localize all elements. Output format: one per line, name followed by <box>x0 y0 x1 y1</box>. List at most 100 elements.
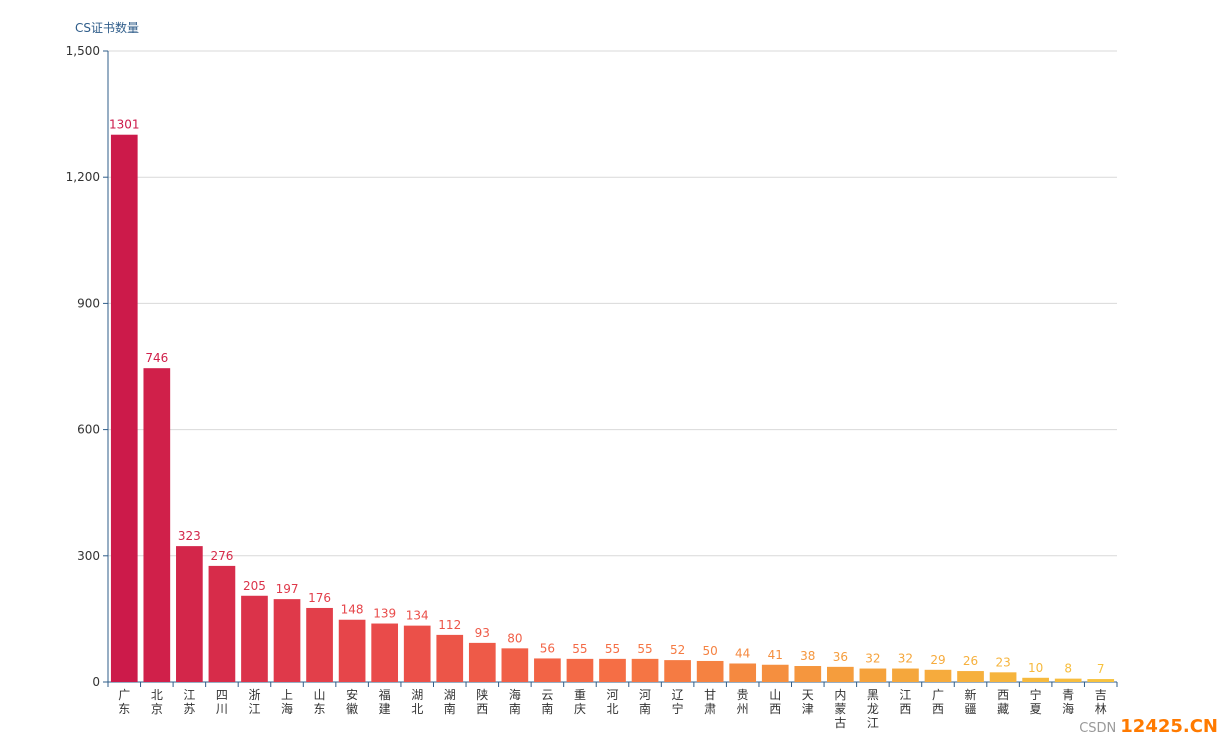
watermark-site: 12425.CN <box>1120 716 1218 737</box>
y-tick-label: 900 <box>77 296 100 310</box>
bars <box>110 134 1115 683</box>
x-tick-label: 新疆 <box>965 687 977 716</box>
data-label: 176 <box>308 591 331 605</box>
x-tick-label: 河北 <box>606 688 618 716</box>
bar <box>306 607 333 682</box>
data-label: 56 <box>540 641 555 655</box>
bar <box>924 669 952 682</box>
bar <box>273 599 301 682</box>
x-tick-label: 重庆 <box>574 688 586 716</box>
y-tick-label: 1,500 <box>66 44 100 58</box>
x-tick-label: 云南 <box>541 688 553 716</box>
bar <box>1022 677 1049 682</box>
watermark-csdn: CSDN <box>1079 721 1117 736</box>
bar <box>664 660 691 682</box>
watermark: CSDN 12425.CN <box>1079 716 1218 737</box>
bar <box>371 623 399 682</box>
x-tick-label: 四川 <box>216 688 228 716</box>
data-label: 55 <box>605 642 620 656</box>
x-tick-label: 福建 <box>379 687 391 716</box>
bar <box>534 658 561 682</box>
x-tick-label: 山东 <box>314 688 326 716</box>
data-label: 93 <box>475 626 490 640</box>
x-tick-label: 陕西 <box>476 687 488 716</box>
bar <box>859 668 887 682</box>
x-tick-label: 西藏 <box>997 688 1009 716</box>
data-label: 323 <box>178 529 201 543</box>
bar <box>696 660 724 682</box>
data-label: 41 <box>768 648 783 662</box>
bar <box>566 658 594 682</box>
data-label: 26 <box>963 654 978 668</box>
data-label: 139 <box>373 607 396 621</box>
data-label: 32 <box>898 652 913 666</box>
x-tick-label: 宁夏 <box>1030 687 1042 716</box>
data-label: 80 <box>507 631 522 645</box>
bar <box>729 663 757 682</box>
data-label: 36 <box>833 650 848 664</box>
x-tick-label: 内蒙古 <box>834 688 846 730</box>
data-label: 38 <box>800 649 815 663</box>
bar <box>208 565 236 682</box>
data-label: 55 <box>637 642 652 656</box>
data-label: 32 <box>865 652 880 666</box>
bar <box>176 546 203 682</box>
bar <box>599 658 626 682</box>
x-tick-label: 北京 <box>151 688 163 716</box>
x-tick-label: 海南 <box>509 687 521 716</box>
y-axis-title: CS证书数量 <box>75 20 139 35</box>
data-label: 205 <box>243 579 266 593</box>
bar <box>338 619 366 682</box>
bar <box>826 666 854 682</box>
data-label: 23 <box>995 655 1010 669</box>
x-tick-label: 甘肃 <box>704 688 716 716</box>
x-tick-label: 吉林 <box>1095 688 1107 716</box>
data-label: 134 <box>406 609 429 623</box>
x-tick-label: 山西 <box>769 688 781 716</box>
y-tick-label: 0 <box>92 675 100 689</box>
x-tick-label: 江苏 <box>183 688 195 716</box>
bar <box>436 634 464 682</box>
data-label: 52 <box>670 643 685 657</box>
x-tick-label: 上海 <box>281 688 293 716</box>
bar <box>1087 679 1115 682</box>
bar <box>761 664 789 682</box>
data-label: 197 <box>276 582 299 596</box>
x-tick-label: 广东 <box>118 688 130 716</box>
bar <box>957 671 984 682</box>
data-label: 148 <box>341 603 364 617</box>
x-tick-label: 辽宁 <box>672 688 684 716</box>
x-tick-label: 江西 <box>899 688 911 716</box>
data-label: 44 <box>735 646 750 660</box>
bar <box>631 658 659 682</box>
x-tick-label: 湖南 <box>444 687 456 716</box>
data-label: 276 <box>210 549 233 563</box>
data-label: 7 <box>1097 662 1105 676</box>
x-tick-label: 湖北 <box>411 687 423 716</box>
grid-lines <box>108 50 1117 557</box>
x-tick-label: 广西 <box>932 688 944 716</box>
x-tick-label: 黑龙江 <box>867 688 879 730</box>
bar <box>110 134 138 683</box>
data-labels: 1301 746 323 276 205 197 176 148 139 134 112 93 80 56… <box>109 118 1105 676</box>
data-label: 8 <box>1064 662 1072 676</box>
bar <box>241 595 268 682</box>
data-label: 29 <box>930 653 945 667</box>
y-tick-label: 1,200 <box>66 170 100 184</box>
y-tick-label: 300 <box>77 549 100 563</box>
data-label: 1301 <box>109 118 140 132</box>
bar <box>794 666 822 682</box>
data-label: 746 <box>145 351 168 365</box>
bar <box>501 648 529 682</box>
bar <box>403 625 431 682</box>
x-tick-label: 天津 <box>802 688 814 716</box>
y-tick-label: 600 <box>77 423 100 437</box>
x-tick-label: 贵州 <box>737 688 749 716</box>
bar <box>989 672 1017 682</box>
x-tick-label: 河南 <box>639 688 651 716</box>
x-tick-label: 浙江 <box>248 688 260 716</box>
data-label: 112 <box>438 618 461 632</box>
x-tick-label: 安徽 <box>346 687 358 716</box>
bar <box>892 668 919 682</box>
